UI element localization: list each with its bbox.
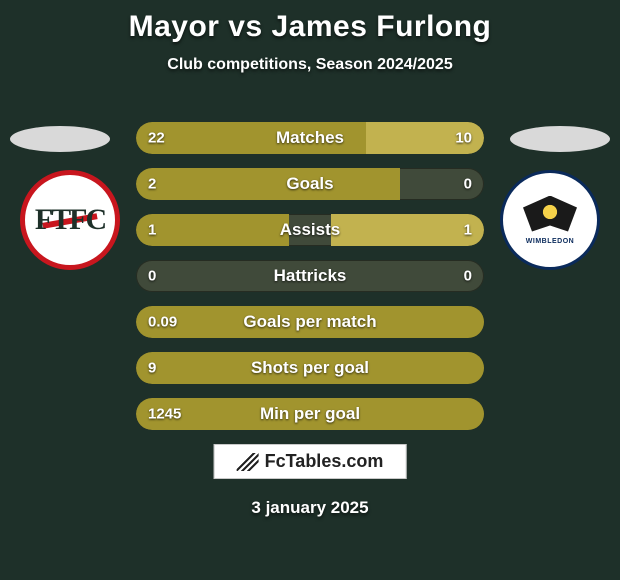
stat-label: Goals bbox=[136, 174, 484, 194]
page-subtitle: Club competitions, Season 2024/2025 bbox=[0, 56, 620, 74]
stat-row: 0.09Goals per match bbox=[136, 306, 484, 338]
stat-label: Hattricks bbox=[136, 266, 484, 286]
page-title: Mayor vs James Furlong bbox=[0, 0, 620, 44]
stat-row: 20Goals bbox=[136, 168, 484, 200]
stat-label: Shots per goal bbox=[136, 358, 484, 378]
stat-row: 2210Matches bbox=[136, 122, 484, 154]
decor-ellipse-right bbox=[510, 126, 610, 152]
club-logo-right: WIMBLEDON bbox=[500, 170, 600, 270]
club-logo-right-banner: WIMBLEDON bbox=[526, 238, 574, 245]
stat-row: 00Hattricks bbox=[136, 260, 484, 292]
stat-row: 9Shots per goal bbox=[136, 352, 484, 384]
stat-label: Matches bbox=[136, 128, 484, 148]
chart-icon bbox=[237, 453, 259, 471]
branding-badge: FcTables.com bbox=[214, 444, 407, 479]
club-logo-left: FTFC bbox=[20, 170, 120, 270]
eagle-icon bbox=[520, 196, 580, 236]
stat-label: Min per goal bbox=[136, 404, 484, 424]
stat-row: 11Assists bbox=[136, 214, 484, 246]
stat-row: 1245Min per goal bbox=[136, 398, 484, 430]
decor-ellipse-left bbox=[10, 126, 110, 152]
stat-label: Goals per match bbox=[136, 312, 484, 332]
stat-label: Assists bbox=[136, 220, 484, 240]
club-logo-left-text: FTFC bbox=[35, 203, 105, 237]
stats-bars: 2210Matches 20Goals 11Assists 00Hattricks 0.… bbox=[136, 122, 484, 444]
date-text: 3 january 2025 bbox=[0, 498, 620, 518]
branding-text: FcTables.com bbox=[265, 451, 384, 472]
